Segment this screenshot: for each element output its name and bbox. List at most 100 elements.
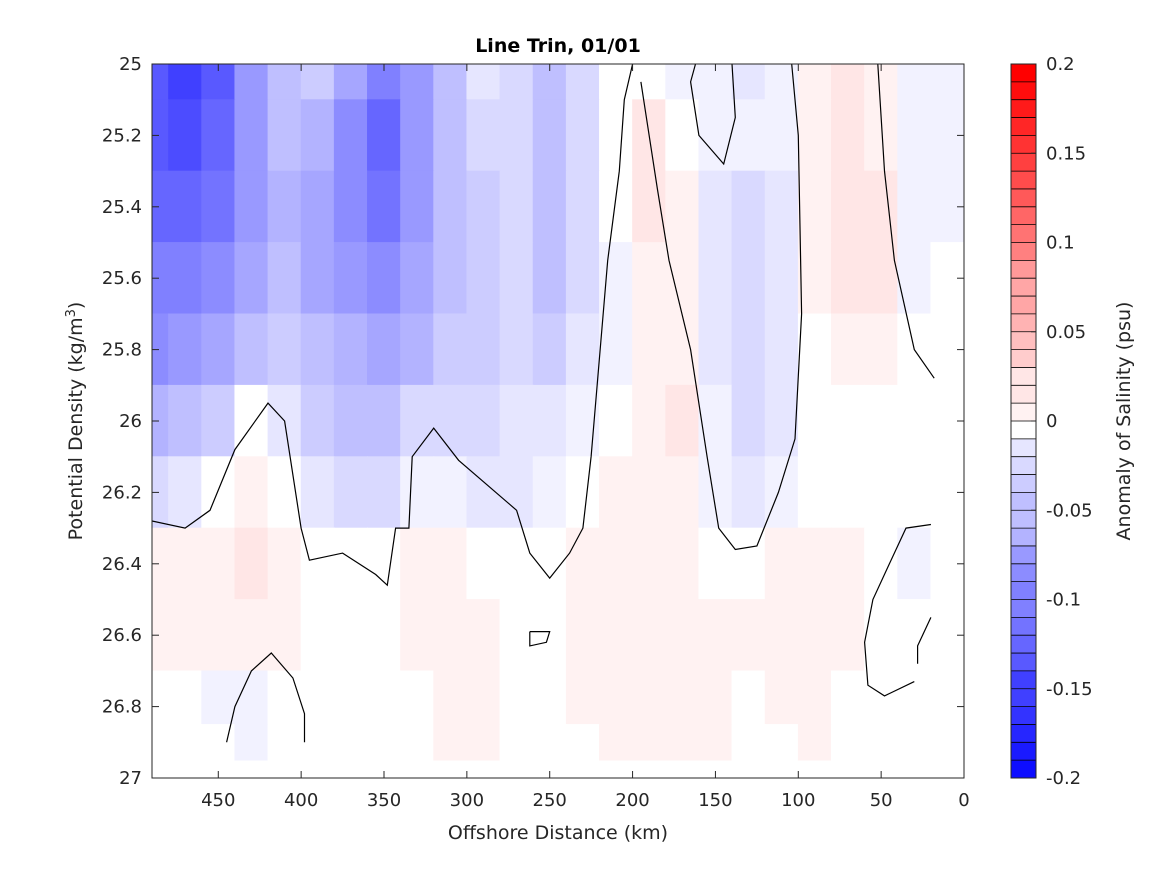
heatmap-cell [599, 170, 633, 243]
heatmap-cell [698, 313, 733, 386]
heatmap-cell [831, 242, 865, 315]
heatmap-cell [300, 527, 335, 600]
heatmap-cell [367, 170, 401, 243]
colorbar-level [1011, 581, 1036, 600]
heatmap-cell [367, 527, 401, 600]
colorbar-tick-label: 0.2 [1046, 54, 1075, 75]
heatmap-cell [466, 99, 501, 172]
heatmap-cell [632, 527, 667, 600]
y-tick-label: 25.6 [102, 268, 142, 289]
heatmap-cell [152, 64, 169, 101]
colorbar-level [1011, 617, 1036, 636]
heatmap-cell [300, 242, 335, 315]
x-tick-label: 450 [201, 790, 235, 811]
heatmap-cell [267, 599, 302, 672]
heatmap-cell [632, 384, 667, 458]
heatmap-cell [831, 599, 865, 672]
heatmap-cell [831, 170, 865, 243]
y-tick-label: 26.2 [102, 482, 142, 503]
heatmap-cell [599, 599, 633, 672]
heatmap-cell [499, 64, 534, 101]
heatmap-cell [665, 456, 700, 529]
heatmap-cell [532, 670, 567, 725]
contour-line [529, 630, 551, 647]
heatmap-cell [764, 242, 799, 315]
heatmap-cell [400, 599, 435, 672]
heatmap-cell [532, 242, 567, 315]
colorbar-level [1011, 670, 1036, 690]
colorbar-level [1011, 242, 1036, 261]
heatmap-cell [433, 670, 468, 725]
colorbar-level [1011, 563, 1036, 582]
heatmap-cell [897, 242, 932, 315]
colorbar-level [1011, 349, 1036, 368]
colorbar-level [1011, 688, 1036, 707]
heatmap-cell [400, 242, 435, 315]
heatmap-cell [897, 599, 932, 672]
heatmap-cell [665, 313, 700, 386]
heatmap-cell [698, 384, 733, 458]
heatmap-cell [267, 313, 302, 386]
heatmap-cell [831, 724, 865, 761]
heatmap-cell [267, 242, 302, 315]
heatmap-cell [466, 670, 501, 725]
heatmap-cell [466, 170, 501, 243]
heatmap-cell [433, 313, 468, 386]
heatmap-cell [665, 242, 700, 315]
heatmap-cell [864, 724, 899, 761]
heatmap-cell [764, 313, 799, 386]
heatmap-cell [168, 99, 203, 172]
colorbar-level [1011, 385, 1036, 404]
heatmap-cell [930, 724, 964, 761]
heatmap-cell [267, 64, 302, 101]
heatmap-cell [433, 384, 468, 458]
y-tick-label: 25.4 [102, 197, 142, 218]
heatmap-cell [201, 599, 236, 672]
colorbar-level [1011, 724, 1036, 743]
heatmap-cell [599, 724, 633, 761]
heatmap-cell [764, 384, 799, 458]
heatmap-cell [300, 99, 335, 172]
heatmap-cell [764, 456, 799, 529]
heatmap-cell [300, 384, 335, 458]
heatmap-cell [152, 599, 169, 672]
heatmap-cell [367, 456, 401, 529]
heatmap-cell [152, 724, 169, 761]
y-axis-label: Potential Density (kg/m3) [64, 302, 87, 541]
heatmap-cell [267, 724, 302, 761]
colorbar-level [1011, 760, 1036, 779]
heatmap-cell [300, 313, 335, 386]
heatmap-cell [764, 724, 799, 761]
heatmap-cell [632, 242, 667, 315]
colorbar-level [1011, 171, 1036, 190]
x-tick-label: 400 [284, 790, 318, 811]
heatmap-cell [632, 724, 667, 761]
heatmap-cell [234, 242, 269, 315]
heatmap-cell [367, 384, 401, 458]
heatmap-cell [665, 670, 700, 725]
heatmap-cell [532, 170, 567, 243]
heatmap-cell [367, 724, 401, 761]
heatmap-cell [864, 242, 899, 315]
heatmap-cell [831, 670, 865, 725]
heatmap-cell [152, 99, 169, 172]
colorbar-tick-label: -0.2 [1046, 768, 1081, 789]
colorbar-tick-label: -0.1 [1046, 590, 1081, 611]
heatmap-cell [930, 64, 964, 101]
y-axis-label-text: Potential Density (kg/m [65, 317, 87, 540]
heatmap-cell [698, 724, 733, 761]
x-tick-label: 300 [450, 790, 484, 811]
heatmap-cell [201, 313, 236, 386]
heatmap-cell [897, 724, 932, 761]
heatmap-cell [698, 99, 733, 172]
colorbar-level [1011, 135, 1036, 154]
heatmap-cell [565, 384, 600, 458]
heatmap-cell [599, 670, 633, 725]
heatmap-cell [400, 384, 435, 458]
heatmap-cell [731, 313, 766, 386]
colorbar-label: Anomaly of Salinity (psu) [1113, 302, 1135, 541]
colorbar-tick-label: 0.15 [1046, 143, 1086, 164]
x-tick-label: 0 [958, 790, 969, 811]
colorbar-level [1011, 153, 1036, 172]
